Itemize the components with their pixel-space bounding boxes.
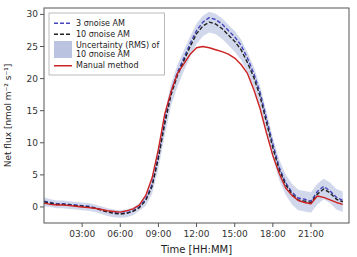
x-tick-label: 06:00 xyxy=(107,229,133,239)
y-tick xyxy=(40,14,44,15)
legend-swatch xyxy=(54,41,72,58)
x-tick-label: 21:00 xyxy=(298,229,324,239)
legend-swatch xyxy=(54,65,72,67)
legend-label: 3 σnoise AM xyxy=(76,19,125,28)
x-axis-label: Time [HH:MM] xyxy=(160,244,232,255)
x-tick xyxy=(310,223,311,227)
y-tick-label: 15 xyxy=(27,106,38,116)
y-tick xyxy=(40,142,44,143)
x-tick xyxy=(234,223,235,227)
x-tick-label: 18:00 xyxy=(260,229,286,239)
y-tick-label: 25 xyxy=(27,42,38,52)
x-tick xyxy=(82,223,83,227)
y-tick xyxy=(40,110,44,111)
legend-label: Uncertainty (RMS) of10 σnoise AM xyxy=(76,41,160,60)
y-tick-label: 20 xyxy=(27,74,39,84)
x-tick-label: 15:00 xyxy=(222,229,248,239)
y-tick xyxy=(40,78,44,79)
legend-label: 10 σnoise AM xyxy=(76,30,130,39)
x-tick xyxy=(272,223,273,227)
legend-frame xyxy=(49,13,165,75)
y-tick-label: 0 xyxy=(32,202,38,212)
x-tick xyxy=(158,223,159,227)
x-tick xyxy=(196,223,197,227)
y-tick-label: 10 xyxy=(27,138,39,148)
y-tick-label: 5 xyxy=(32,170,38,180)
plot-data xyxy=(44,12,343,218)
uncertainty-band xyxy=(44,12,343,218)
y-tick xyxy=(40,206,44,207)
y-axis-label: Net flux [nmol m⁻² s⁻¹] xyxy=(3,64,13,168)
x-tick-label: 09:00 xyxy=(145,229,171,239)
legend-swatch xyxy=(54,34,72,36)
y-tick xyxy=(40,174,44,175)
plot-background xyxy=(44,8,349,223)
legend: 3 σnoise AM 10 σnoise AM Uncertainty (RMS)… xyxy=(49,13,165,75)
chart: 0 5 10 15 20 25 30 03:00 06:00 09:00 12:00 15:00 18:… xyxy=(0,0,357,257)
x-tick xyxy=(120,223,121,227)
plot-frame xyxy=(44,8,349,223)
legend-swatch xyxy=(54,23,72,25)
series-line xyxy=(44,18,343,214)
series-line xyxy=(44,22,343,214)
x-tick-label: 03:00 xyxy=(69,229,95,239)
y-tick xyxy=(40,46,44,47)
x-tick-label: 12:00 xyxy=(184,229,210,239)
y-tick-label: 30 xyxy=(27,9,39,19)
legend-label: Manual method xyxy=(76,61,139,70)
